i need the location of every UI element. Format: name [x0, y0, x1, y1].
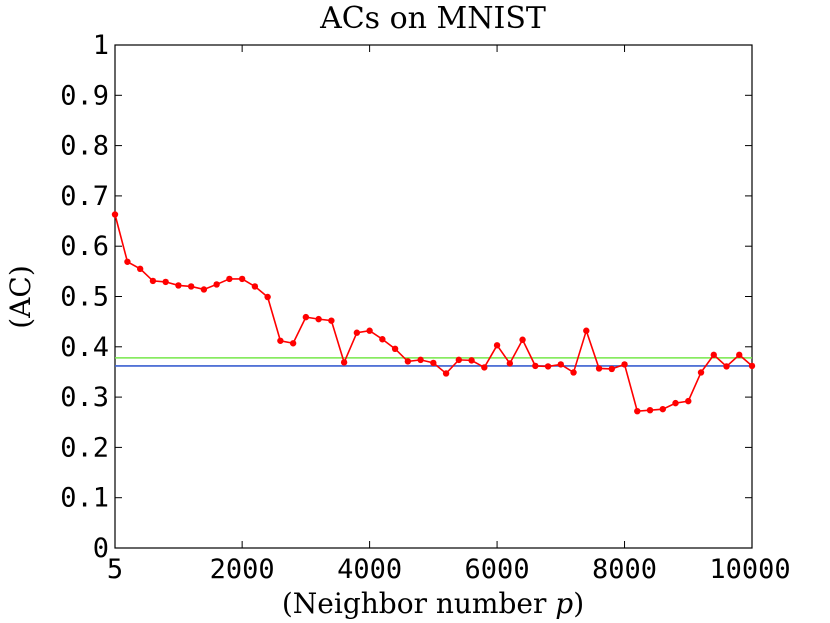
data-point	[136, 265, 144, 273]
data-point	[430, 359, 437, 367]
data-point	[468, 357, 475, 364]
y-tick-label: 0.3	[60, 382, 109, 413]
x-tick-label: 2000	[210, 554, 275, 585]
data-point	[162, 278, 169, 286]
x-tick-label: 4000	[337, 554, 402, 585]
data-point	[175, 282, 182, 289]
data-point	[506, 360, 514, 367]
data-point	[544, 363, 552, 370]
y-tick-label: 0.4	[60, 332, 109, 363]
data-point	[315, 315, 322, 323]
data-point	[608, 365, 615, 373]
data-point	[493, 342, 501, 349]
data-point	[621, 361, 628, 368]
data-point	[213, 281, 220, 288]
data-point	[685, 397, 692, 405]
x-tick-label: 5	[107, 554, 123, 585]
data-point	[302, 313, 310, 321]
data-point	[238, 275, 246, 283]
x-tick-label: 10000	[709, 554, 790, 585]
data-point	[251, 283, 259, 290]
y-tick-label: 0.9	[60, 80, 109, 111]
data-point	[328, 317, 335, 324]
data-point	[519, 336, 526, 343]
data-point	[226, 275, 233, 283]
x-axis-label-suffix: )	[573, 587, 584, 620]
data-point	[404, 358, 412, 365]
data-point	[570, 369, 577, 376]
data-point	[532, 362, 539, 370]
data-point	[672, 399, 679, 407]
x-axis-label: (Neighbor number p)	[282, 587, 584, 620]
data-point	[659, 405, 666, 413]
axis-ticks: 0 0.1 0.2 0.3 0.4 0.5 0.6 0.7 0.8 0.9 1 5 2000 4000 60…	[60, 30, 790, 585]
data-point	[124, 258, 131, 265]
data-point	[481, 364, 488, 371]
y-tick-label: 0.8	[60, 131, 109, 162]
x-axis-label-prefix: (Neighbor number	[282, 587, 555, 620]
data-point	[379, 336, 386, 343]
y-tick-label: 0.6	[60, 231, 109, 262]
data-point	[697, 369, 705, 376]
data-point	[583, 327, 590, 334]
data-point	[340, 359, 348, 366]
y-tick-label: 1	[93, 30, 109, 61]
data-point	[595, 365, 603, 372]
x-tick-label: 8000	[592, 554, 657, 585]
data-point	[710, 351, 717, 359]
y-tick-label: 0.7	[60, 181, 109, 212]
y-tick-label: 0.2	[60, 432, 109, 463]
plot-frame	[114, 44, 753, 549]
data-point	[417, 356, 424, 364]
data-point	[149, 277, 157, 285]
data-point	[187, 283, 195, 290]
data-point	[748, 362, 756, 370]
data-point	[736, 351, 743, 359]
x-tick-label: 6000	[465, 554, 530, 585]
chart-title: ACs on MNIST	[319, 1, 546, 36]
data-point	[277, 337, 284, 344]
series-line	[114, 214, 753, 413]
data-point	[200, 286, 208, 293]
data-point	[366, 327, 373, 334]
data-point	[391, 345, 399, 353]
y-tick-label: 0.5	[60, 282, 109, 313]
plot-area	[114, 44, 753, 549]
y-tick-label: 0	[93, 533, 109, 564]
series-layer	[111, 211, 756, 415]
y-axis-label: (AC)	[4, 265, 37, 329]
y-tick-label: 0.1	[60, 483, 109, 514]
data-point	[634, 407, 641, 415]
x-axis-label-var: p	[555, 587, 573, 620]
data-point	[264, 293, 271, 301]
data-point	[646, 406, 654, 414]
data-point	[442, 370, 450, 377]
data-point	[723, 363, 730, 370]
data-point	[557, 361, 565, 368]
data-point	[289, 340, 297, 347]
data-point	[455, 356, 463, 364]
data-point	[353, 329, 361, 336]
data-point	[111, 211, 119, 218]
